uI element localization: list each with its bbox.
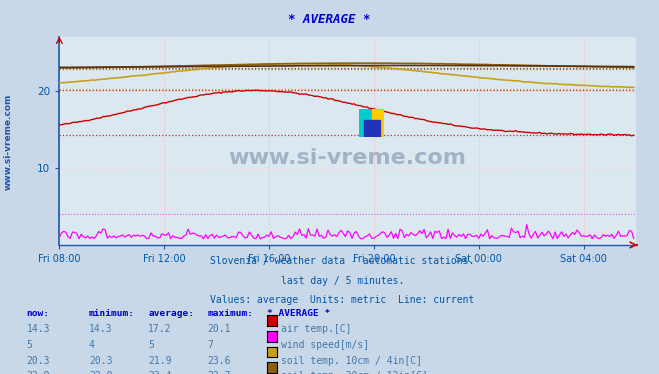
Text: last day / 5 minutes.: last day / 5 minutes. [281,276,405,286]
Text: 23.4: 23.4 [148,371,172,374]
Text: 4: 4 [89,340,95,350]
Polygon shape [372,109,384,137]
Text: 17.2: 17.2 [148,324,172,334]
Text: minimum:: minimum: [89,309,135,318]
Text: wind speed[m/s]: wind speed[m/s] [281,340,370,350]
Text: * AVERAGE *: * AVERAGE * [288,13,371,26]
Text: www.si-vreme.com: www.si-vreme.com [3,94,13,190]
Text: Values: average  Units: metric  Line: current: Values: average Units: metric Line: curr… [210,295,475,305]
Text: Slovenia / weather data - automatic stations.: Slovenia / weather data - automatic stat… [210,256,475,266]
Text: maximum:: maximum: [208,309,254,318]
Text: 22.9: 22.9 [89,371,113,374]
Text: 22.9: 22.9 [26,371,50,374]
Text: 14.3: 14.3 [26,324,50,334]
Text: 7: 7 [208,340,214,350]
Text: now:: now: [26,309,49,318]
Text: 14.3: 14.3 [89,324,113,334]
Text: 20.1: 20.1 [208,324,231,334]
Text: air temp.[C]: air temp.[C] [281,324,352,334]
Text: www.si-vreme.com: www.si-vreme.com [229,148,467,168]
Text: 20.3: 20.3 [26,356,50,366]
Polygon shape [359,109,372,137]
Polygon shape [364,120,380,137]
Text: 21.9: 21.9 [148,356,172,366]
Text: 5: 5 [26,340,32,350]
Text: 5: 5 [148,340,154,350]
Text: average:: average: [148,309,194,318]
Text: soil temp. 30cm / 12in[C]: soil temp. 30cm / 12in[C] [281,371,428,374]
Text: 23.7: 23.7 [208,371,231,374]
Text: 20.3: 20.3 [89,356,113,366]
Text: * AVERAGE *: * AVERAGE * [267,309,330,318]
Text: soil temp. 10cm / 4in[C]: soil temp. 10cm / 4in[C] [281,356,422,366]
Text: 23.6: 23.6 [208,356,231,366]
